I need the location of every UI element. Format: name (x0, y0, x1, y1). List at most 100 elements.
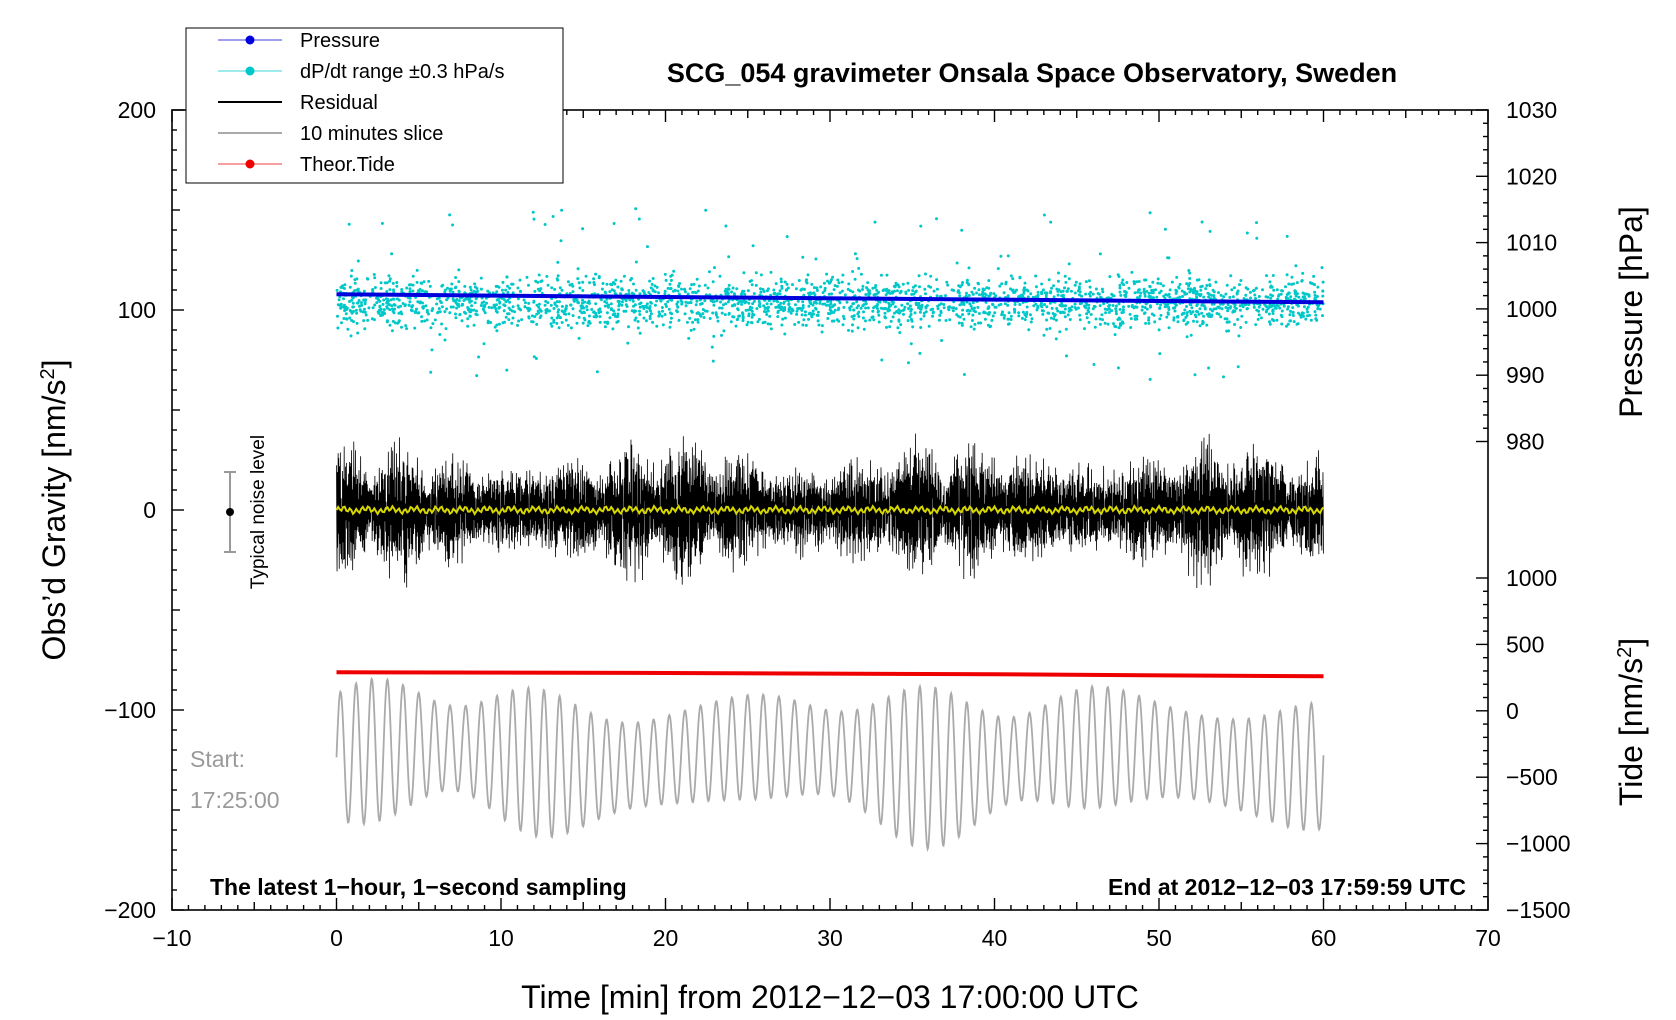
dpdt-point (918, 285, 921, 289)
dpdt-point (769, 302, 773, 306)
dpdt-point (399, 304, 403, 308)
dpdt-point (375, 301, 379, 305)
dpdt-point (550, 324, 554, 328)
dpdt-point (906, 319, 910, 323)
dpdt-point (1129, 326, 1133, 329)
dpdt-point (1006, 303, 1010, 307)
dpdt-point (1236, 365, 1240, 369)
dpdt-point (1210, 302, 1214, 306)
dpdt-point (1061, 310, 1065, 314)
dpdt-point (874, 292, 878, 296)
dpdt-point (973, 306, 976, 310)
dpdt-point (1192, 319, 1195, 323)
dpdt-point (360, 301, 363, 305)
dpdt-point (1271, 309, 1275, 313)
dpdt-point (1294, 264, 1298, 268)
dpdt-point (899, 309, 903, 313)
dpdt-point (1295, 292, 1299, 296)
dpdt-point (1058, 330, 1062, 334)
dpdt-point (344, 312, 348, 316)
dpdt-point (1085, 312, 1089, 316)
dpdt-point (573, 299, 576, 303)
dpdt-point (1116, 273, 1120, 277)
dpdt-point (918, 351, 922, 355)
dpdt-point (1064, 327, 1068, 331)
dpdt-point (1036, 293, 1040, 297)
dpdt-point (999, 254, 1003, 258)
dpdt-point (891, 315, 895, 319)
dpdt-point (1181, 295, 1184, 298)
y-tick-label: −200 (104, 897, 156, 923)
dpdt-point (801, 304, 805, 307)
dpdt-point (552, 318, 556, 322)
dpdt-point (821, 302, 825, 306)
pressure-tick-label: 990 (1506, 362, 1544, 388)
dpdt-point (444, 327, 448, 331)
dpdt-point (1195, 278, 1199, 282)
dpdt-point (1009, 314, 1013, 318)
dpdt-point (752, 313, 756, 317)
dpdt-point (638, 302, 642, 306)
dpdt-point (986, 312, 990, 316)
dpdt-point (695, 277, 699, 281)
dpdt-point (825, 303, 828, 307)
dpdt-point (857, 310, 861, 314)
dpdt-point (457, 299, 461, 303)
dpdt-point (1117, 326, 1121, 330)
dpdt-point (1183, 292, 1187, 296)
dpdt-point (1048, 327, 1052, 330)
dpdt-point (390, 252, 394, 256)
dpdt-point (1275, 318, 1279, 322)
dpdt-point (495, 290, 499, 294)
dpdt-point (961, 313, 964, 317)
dpdt-point (475, 374, 479, 378)
dpdt-point (1307, 294, 1311, 298)
dpdt-point (766, 309, 770, 313)
dpdt-point (608, 290, 612, 294)
dpdt-point (965, 309, 969, 313)
dpdt-point (1144, 321, 1148, 325)
dpdt-point (666, 286, 670, 290)
dpdt-point (747, 312, 751, 316)
dpdt-point (577, 281, 581, 285)
dpdt-point (536, 287, 540, 291)
dpdt-point (510, 321, 514, 325)
dpdt-point (1003, 314, 1006, 317)
dpdt-point (1041, 312, 1045, 316)
dpdt-point (1186, 321, 1190, 324)
dpdt-point (827, 281, 831, 285)
dpdt-point (1121, 278, 1125, 282)
dpdt-point (857, 266, 861, 270)
note-end-time: End at 2012−12−03 17:59:59 UTC (1108, 874, 1466, 900)
dpdt-point (1052, 317, 1056, 321)
dpdt-point (386, 298, 390, 301)
legend-tide-marker (245, 159, 255, 169)
dpdt-point (1291, 311, 1295, 315)
dpdt-point (1244, 303, 1248, 307)
dpdt-point (457, 290, 461, 294)
dpdt-point (851, 290, 855, 294)
dpdt-point (556, 260, 560, 264)
dpdt-point (508, 286, 512, 290)
dpdt-point (727, 283, 731, 287)
dpdt-point (507, 306, 511, 310)
dpdt-point (914, 289, 918, 293)
dpdt-point (634, 260, 638, 264)
dpdt-point (1184, 315, 1188, 319)
dpdt-point (1118, 290, 1122, 294)
dpdt-point (1125, 281, 1129, 284)
dpdt-point (624, 303, 628, 307)
dpdt-point (750, 315, 754, 319)
dpdt-point (1069, 308, 1073, 312)
dpdt-point (411, 274, 415, 278)
dpdt-point (395, 284, 399, 288)
dpdt-point (796, 299, 800, 303)
dpdt-point (1147, 295, 1151, 299)
dpdt-point (1013, 303, 1017, 306)
dpdt-point (1170, 280, 1174, 284)
dpdt-point (556, 274, 560, 278)
dpdt-point (1023, 281, 1027, 285)
dpdt-point (659, 299, 663, 303)
dpdt-point (1268, 305, 1272, 309)
dpdt-point (445, 307, 449, 311)
